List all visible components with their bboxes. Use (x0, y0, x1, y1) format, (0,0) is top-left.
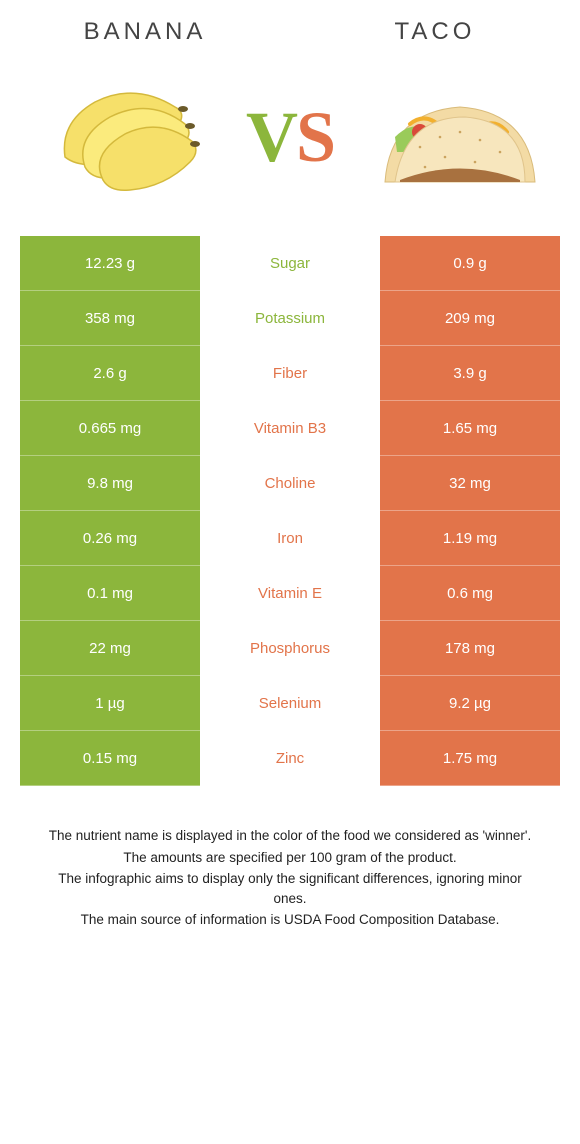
left-food-value: 0.1 mg (20, 566, 200, 621)
right-food-value: 178 mg (380, 621, 560, 676)
nutrient-name: Selenium (200, 676, 380, 731)
left-food-title: Banana (0, 18, 290, 46)
left-food-value: 12.23 g (20, 236, 200, 291)
footer-line: The main source of information is USDA F… (40, 910, 540, 930)
nutrient-row: 358 mgPotassium209 mg (20, 291, 560, 346)
nutrient-row: 0.15 mgZinc1.75 mg (20, 731, 560, 786)
vs-letter-v: V (246, 97, 296, 177)
right-food-value: 1.65 mg (380, 401, 560, 456)
nutrient-row: 1 µgSelenium9.2 µg (20, 676, 560, 731)
right-food-value: 1.75 mg (380, 731, 560, 786)
nutrient-name: Choline (200, 456, 380, 511)
right-food-value: 1.19 mg (380, 511, 560, 566)
nutrient-name: Zinc (200, 731, 380, 786)
nutrient-name: Phosphorus (200, 621, 380, 676)
right-food-value: 0.6 mg (380, 566, 560, 621)
right-food-value: 209 mg (380, 291, 560, 346)
footer-text: The nutrient name is displayed in the co… (40, 826, 540, 930)
vs-letter-s: S (296, 97, 334, 177)
right-food-value: 9.2 µg (380, 676, 560, 731)
left-food-value: 0.15 mg (20, 731, 200, 786)
left-food-value: 2.6 g (20, 346, 200, 401)
right-food-value: 32 mg (380, 456, 560, 511)
images-row: VS (0, 52, 580, 236)
nutrient-row: 9.8 mgCholine32 mg (20, 456, 560, 511)
footer-line: The amounts are specified per 100 gram o… (40, 848, 540, 868)
right-food-title: Taco (290, 18, 580, 46)
nutrient-name: Fiber (200, 346, 380, 401)
header-row: Banana Taco (0, 0, 580, 52)
footer-line: The infographic aims to display only the… (40, 869, 540, 908)
nutrient-name: Vitamin E (200, 566, 380, 621)
nutrient-row: 22 mgPhosphorus178 mg (20, 621, 560, 676)
nutrient-row: 2.6 gFiber3.9 g (20, 346, 560, 401)
nutrient-row: 0.26 mgIron1.19 mg (20, 511, 560, 566)
nutrient-row: 0.665 mgVitamin B31.65 mg (20, 401, 560, 456)
left-food-value: 1 µg (20, 676, 200, 731)
taco-image (365, 62, 545, 212)
nutrient-row: 0.1 mgVitamin E0.6 mg (20, 566, 560, 621)
nutrient-name: Iron (200, 511, 380, 566)
right-food-value: 3.9 g (380, 346, 560, 401)
left-food-value: 0.26 mg (20, 511, 200, 566)
footer-line: The nutrient name is displayed in the co… (40, 826, 540, 846)
nutrient-row: 12.23 gSugar0.9 g (20, 236, 560, 291)
nutrient-name: Sugar (200, 236, 380, 291)
left-food-value: 9.8 mg (20, 456, 200, 511)
banana-image (35, 62, 215, 212)
nutrient-name: Vitamin B3 (200, 401, 380, 456)
nutrient-table: 12.23 gSugar0.9 g358 mgPotassium209 mg2.… (20, 236, 560, 786)
left-food-value: 22 mg (20, 621, 200, 676)
nutrient-name: Potassium (200, 291, 380, 346)
right-food-value: 0.9 g (380, 236, 560, 291)
vs-label: VS (246, 96, 334, 179)
left-food-value: 358 mg (20, 291, 200, 346)
left-food-value: 0.665 mg (20, 401, 200, 456)
